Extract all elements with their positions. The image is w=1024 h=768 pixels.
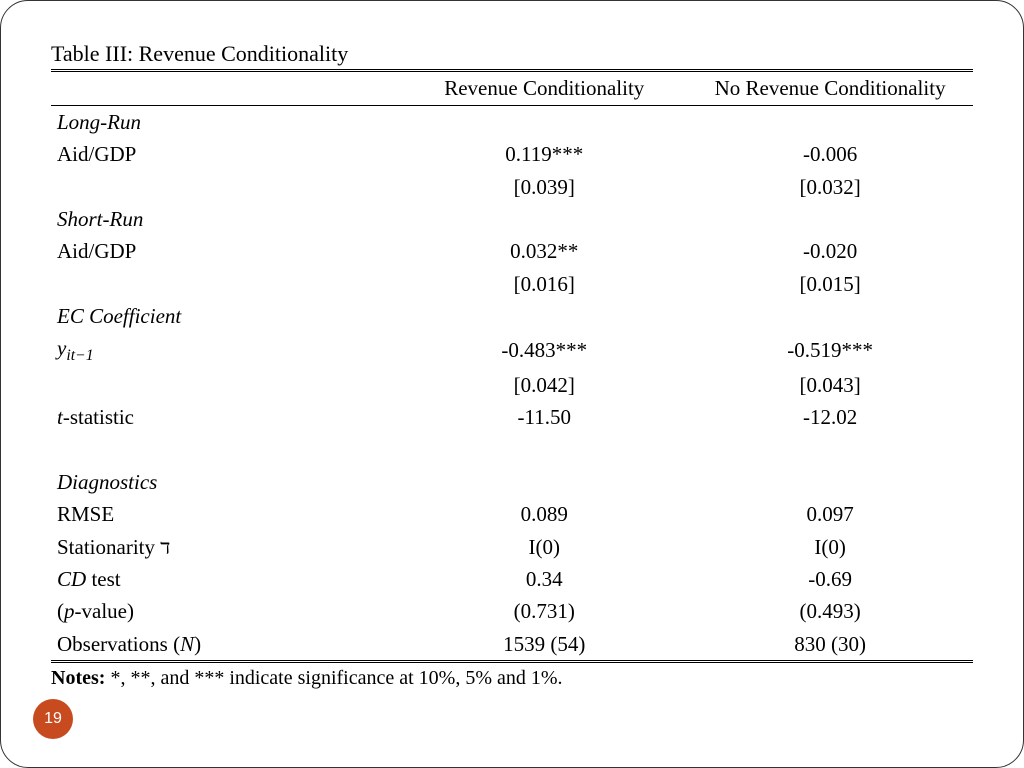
val-ec-yit-c1: -0.483***	[401, 332, 687, 368]
row-diag-stat: Stationarity ד I(0) I(0)	[51, 531, 973, 563]
label-ec: EC Coefficient	[51, 300, 401, 332]
se-sr-aidgdp-c1: [0.016]	[401, 268, 687, 300]
page-number: 19	[44, 710, 62, 728]
label-diag-cd: CD test	[51, 563, 401, 595]
val-diag-cd-c1: 0.34	[401, 563, 687, 595]
row-longrun-section: Long-Run	[51, 106, 973, 139]
table-title: Table III: Revenue Conditionality	[51, 41, 973, 67]
row-ec-yit: yit−1 -0.483*** -0.519***	[51, 332, 973, 368]
row-ec-section: EC Coefficient	[51, 300, 973, 332]
se-lr-aidgdp-c1: [0.039]	[401, 171, 687, 203]
label-diag-obs: Observations (N)	[51, 628, 401, 662]
se-ec-yit-c2: [0.043]	[687, 369, 973, 401]
val-diag-rmse-c2: 0.097	[687, 498, 973, 530]
label-sr-aidgdp: Aid/GDP	[51, 235, 401, 267]
val-sr-aidgdp-c2: -0.020	[687, 235, 973, 267]
val-sr-aidgdp-c1: 0.032**	[401, 235, 687, 267]
table-header-row: Revenue Conditionality No Revenue Condit…	[51, 71, 973, 106]
row-diag-cd: CD test 0.34 -0.69	[51, 563, 973, 595]
table-notes: Notes: *, **, and *** indicate significa…	[51, 667, 973, 690]
label-lr-aidgdp: Aid/GDP	[51, 138, 401, 170]
val-lr-aidgdp-c2: -0.006	[687, 138, 973, 170]
val-diag-obs-c1: 1539 (54)	[401, 628, 687, 662]
val-diag-rmse-c1: 0.089	[401, 498, 687, 530]
row-shortrun-section: Short-Run	[51, 203, 973, 235]
label-diag: Diagnostics	[51, 466, 401, 498]
val-diag-stat-c1: I(0)	[401, 531, 687, 563]
se-lr-aidgdp-c2: [0.032]	[687, 171, 973, 203]
label-diag-stat: Stationarity ד	[51, 531, 401, 563]
val-ec-yit-c2: -0.519***	[687, 332, 973, 368]
slide-frame: Table III: Revenue Conditionality Revenu…	[0, 0, 1024, 768]
val-lr-aidgdp-c1: 0.119***	[401, 138, 687, 170]
row-longrun-aidgdp: Aid/GDP 0.119*** -0.006	[51, 138, 973, 170]
header-blank	[51, 71, 401, 106]
label-diag-pval: (p-value)	[51, 595, 401, 627]
label-longrun: Long-Run	[51, 106, 401, 139]
row-diag-section: Diagnostics	[51, 466, 973, 498]
row-diag-pval: (p-value) (0.731) (0.493)	[51, 595, 973, 627]
row-diag-rmse: RMSE 0.089 0.097	[51, 498, 973, 530]
label-diag-rmse: RMSE	[51, 498, 401, 530]
row-shortrun-aidgdp: Aid/GDP 0.032** -0.020	[51, 235, 973, 267]
se-ec-yit-c1: [0.042]	[401, 369, 687, 401]
val-diag-pval-c1: (0.731)	[401, 595, 687, 627]
row-diag-obs: Observations (N) 1539 (54) 830 (30)	[51, 628, 973, 662]
notes-text: *, **, and *** indicate significance at …	[105, 667, 562, 689]
notes-label: Notes:	[51, 667, 105, 689]
regression-table: Revenue Conditionality No Revenue Condit…	[51, 69, 973, 663]
row-ec-tstat: t-statistic -11.50 -12.02	[51, 401, 973, 433]
val-diag-pval-c2: (0.493)	[687, 595, 973, 627]
header-col1: Revenue Conditionality	[401, 71, 687, 106]
label-ec-tstat: t-statistic	[51, 401, 401, 433]
row-spacer	[51, 434, 973, 466]
label-shortrun: Short-Run	[51, 203, 401, 235]
row-ec-yit-se: [0.042] [0.043]	[51, 369, 973, 401]
row-shortrun-aidgdp-se: [0.016] [0.015]	[51, 268, 973, 300]
val-diag-obs-c2: 830 (30)	[687, 628, 973, 662]
val-diag-stat-c2: I(0)	[687, 531, 973, 563]
val-diag-cd-c2: -0.69	[687, 563, 973, 595]
se-sr-aidgdp-c2: [0.015]	[687, 268, 973, 300]
label-ec-yit: yit−1	[51, 332, 401, 368]
row-longrun-aidgdp-se: [0.039] [0.032]	[51, 171, 973, 203]
page-number-badge: 19	[33, 699, 73, 739]
val-ec-tstat-c1: -11.50	[401, 401, 687, 433]
val-ec-tstat-c2: -12.02	[687, 401, 973, 433]
header-col2: No Revenue Conditionality	[687, 71, 973, 106]
